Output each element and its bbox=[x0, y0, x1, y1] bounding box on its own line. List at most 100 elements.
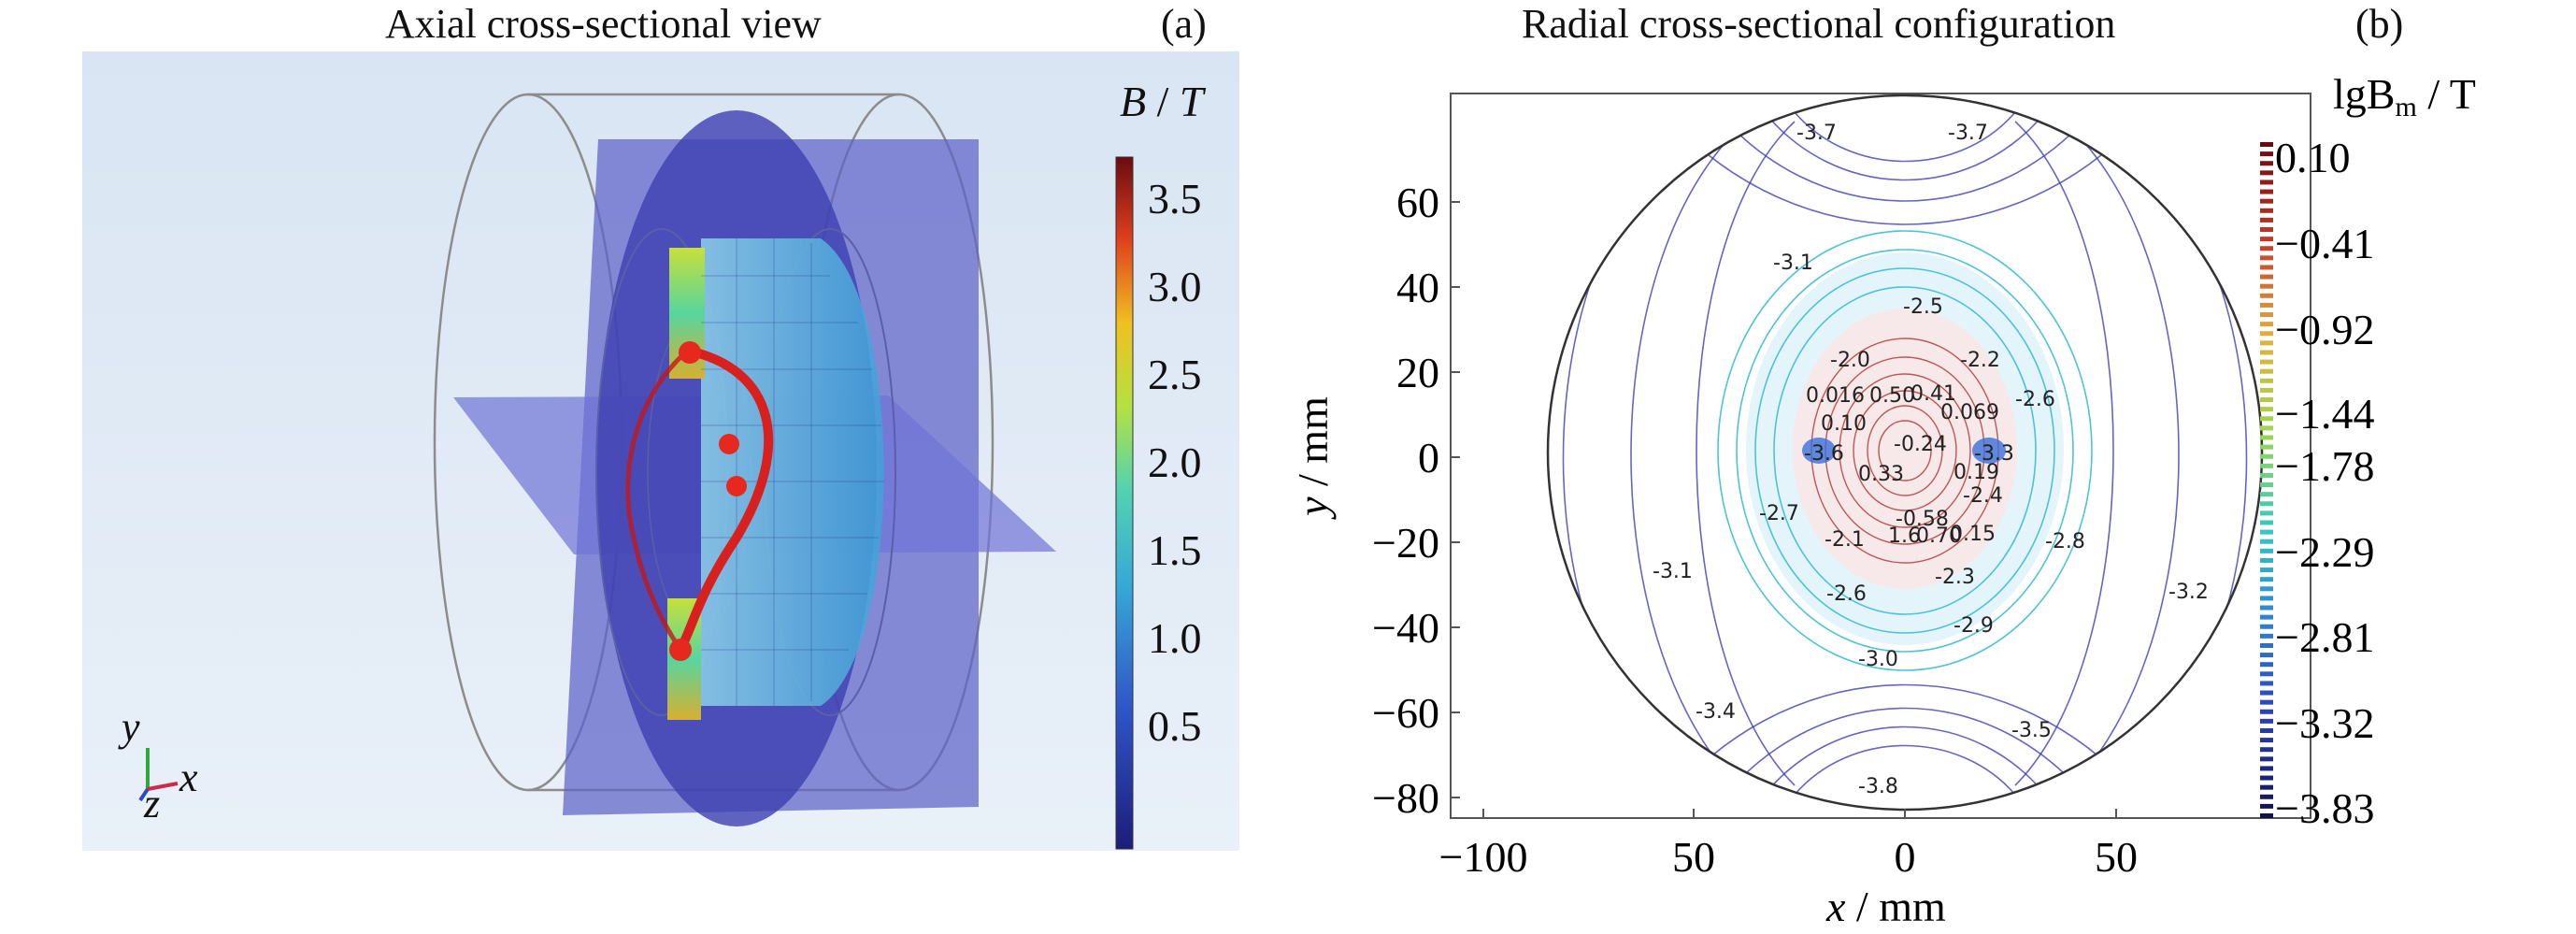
panel-a-colorbar-label: B / T bbox=[1120, 77, 1203, 126]
colorbar-segment bbox=[2260, 671, 2273, 677]
colorbar-segment bbox=[2260, 642, 2273, 648]
colorbar-segment bbox=[2260, 302, 2273, 308]
colorbar-tick: −1.78 bbox=[2275, 442, 2374, 490]
colorbar-segment bbox=[2260, 208, 2273, 213]
colorbar-tick: −3.83 bbox=[2275, 784, 2374, 832]
contour-label: 0.41 bbox=[1911, 382, 1956, 406]
contour-label: -3.5 bbox=[2011, 719, 2052, 742]
colorbar-segment bbox=[2260, 161, 2273, 166]
colorbar-tick: 0.10 bbox=[2275, 134, 2351, 181]
colorbar-variable: B bbox=[1120, 78, 1147, 125]
colorbar-tick: 2.5 bbox=[1148, 351, 1202, 398]
colorbar-segment bbox=[2260, 605, 2273, 611]
contour-label: -3.4 bbox=[1696, 700, 1736, 724]
colorbar-segment bbox=[2260, 170, 2273, 176]
colorbar-segment bbox=[2260, 681, 2273, 686]
colorbar-segment bbox=[2260, 586, 2273, 592]
y-tick: −40 bbox=[1372, 604, 1439, 652]
colorbar-segment bbox=[2260, 237, 2273, 242]
colorbar-label-sub: m bbox=[2395, 92, 2416, 122]
x-axis-unit: / mm bbox=[1845, 883, 1946, 930]
contour-label: 0.016 bbox=[1806, 384, 1865, 408]
contour-label: -2.6 bbox=[1826, 582, 1867, 606]
y-tick: 60 bbox=[1396, 179, 1439, 226]
colorbar-segment bbox=[2260, 510, 2273, 516]
colorbar-segment bbox=[2260, 813, 2273, 818]
colorbar-segment bbox=[2260, 614, 2273, 620]
axial-view-illustration bbox=[82, 51, 1239, 851]
contour-label: 0.33 bbox=[1858, 463, 1904, 486]
colorbar-tick: 2.0 bbox=[1148, 438, 1202, 486]
x-axis-ticks: −100 50 0 50 bbox=[1439, 809, 2138, 881]
contour-label: -2.3 bbox=[1935, 566, 1975, 589]
colorbar-segment bbox=[2260, 189, 2273, 194]
colorbar-tick: −0.92 bbox=[2275, 306, 2374, 353]
colorbar-segment bbox=[2260, 690, 2273, 696]
contour-label: -2.5 bbox=[1903, 295, 1943, 319]
colorbar-segment bbox=[2260, 312, 2273, 318]
contour-label: -3.3 bbox=[1974, 442, 2014, 466]
contour-label: -3.7 bbox=[1948, 122, 1988, 145]
y-tick: −60 bbox=[1372, 689, 1439, 737]
contour-label: -2.2 bbox=[1960, 349, 2000, 372]
colorbar-segment bbox=[2260, 274, 2273, 280]
colorbar-segment bbox=[2260, 246, 2273, 251]
colorbar-tick: 0.5 bbox=[1148, 702, 1202, 750]
axis-z-label: z bbox=[144, 781, 161, 826]
colorbar-segment bbox=[2260, 557, 2273, 563]
colorbar-segment bbox=[2260, 151, 2273, 157]
panel-b-colorbar-ticks: 0.10 −0.41 −0.92 −1.44 −1.78 −2.29 −2.81… bbox=[2275, 134, 2374, 832]
y-axis-var: y bbox=[1289, 496, 1337, 520]
colorbar-segment bbox=[2260, 227, 2273, 233]
contour-label: 0.15 bbox=[1950, 523, 1996, 546]
y-tick: 0 bbox=[1418, 434, 1439, 481]
colorbar-segment bbox=[2260, 142, 2273, 147]
axis-triad: y x z bbox=[120, 699, 222, 830]
colorbar-tick: 3.0 bbox=[1148, 263, 1202, 310]
colorbar-segment bbox=[2260, 596, 2273, 601]
colorbar-segment bbox=[2260, 198, 2273, 204]
y-axis-unit: / mm bbox=[1289, 396, 1337, 497]
axis-x-label: x bbox=[179, 754, 198, 800]
panel-b-colorbar bbox=[2260, 142, 2273, 818]
y-tick: −20 bbox=[1372, 519, 1439, 567]
colorbar-tick: −1.44 bbox=[2275, 390, 2374, 438]
colorbar-segment bbox=[2260, 529, 2273, 535]
colorbar-segment bbox=[2260, 180, 2273, 185]
contour-label: -2.7 bbox=[1759, 502, 1799, 525]
panel-a-colorbar-ticks: 3.5 3.0 2.5 2.0 1.5 1.0 0.5 bbox=[1148, 155, 1202, 770]
colorbar-segment bbox=[2260, 482, 2273, 488]
contour-field bbox=[1548, 95, 2262, 810]
x-tick: −100 bbox=[1439, 833, 1528, 881]
y-axis-ticks: 60 40 20 0 −20 −40 −60 −80 bbox=[1372, 179, 1460, 822]
contour-label: -3.2 bbox=[2168, 581, 2209, 604]
contour-label: -3.7 bbox=[1796, 122, 1837, 145]
colorbar-segment bbox=[2260, 699, 2273, 705]
contour-label: -2.9 bbox=[1953, 614, 1994, 638]
colorbar-segment bbox=[2260, 378, 2273, 383]
contour-labels: -3.7 -3.7 -3.1 -2.5 -2.0 -2.2 0.016 0.50… bbox=[1653, 122, 2209, 798]
contour-label: -3.1 bbox=[1773, 251, 1813, 275]
colorbar-segment bbox=[2260, 340, 2273, 346]
contour-label: 0.70 bbox=[1916, 524, 1962, 548]
contour-label: 0.10 bbox=[1821, 412, 1867, 436]
colorbar-segment bbox=[2260, 453, 2273, 459]
y-axis-label: y / mm bbox=[1289, 396, 1337, 520]
colorbar-segment bbox=[2260, 387, 2273, 393]
colorbar-label-main: lgB bbox=[2333, 70, 2395, 118]
colorbar-segment bbox=[2260, 359, 2273, 365]
colorbar-segment bbox=[2260, 265, 2273, 270]
colorbar-segment bbox=[2260, 463, 2273, 468]
colorbar-segment bbox=[2260, 766, 2273, 771]
contour-label: -3.0 bbox=[1858, 648, 1898, 671]
colorbar-segment bbox=[2260, 501, 2273, 507]
contour-label: -3.1 bbox=[1653, 560, 1693, 583]
colorbar-tick: 1.5 bbox=[1148, 526, 1202, 574]
panel-b-colorbar-label: lgBm / T bbox=[2333, 70, 2476, 122]
contour-label: 1.6 bbox=[1888, 524, 1921, 548]
x-tick: 50 bbox=[1672, 833, 1715, 881]
colorbar-tick: 1.0 bbox=[1148, 614, 1202, 662]
colorbar-segment bbox=[2260, 293, 2273, 298]
panel-a-letter: (a) bbox=[1161, 1, 1207, 47]
colorbar-segment bbox=[2260, 577, 2273, 582]
